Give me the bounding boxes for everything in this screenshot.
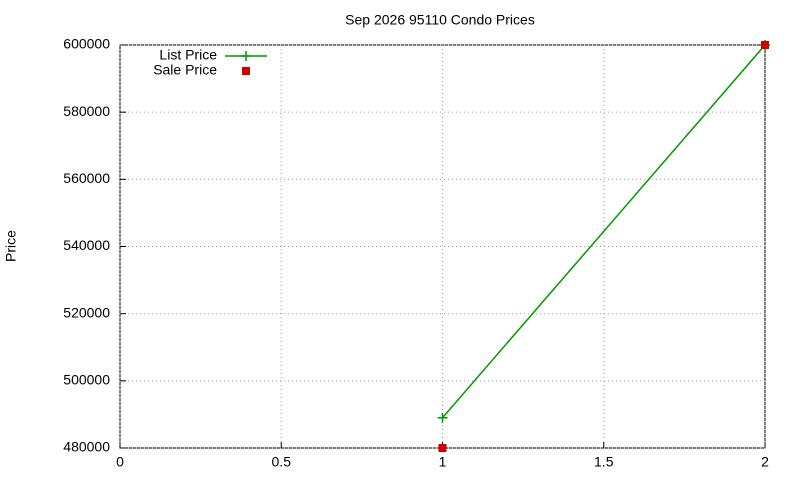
y-tick-label: 480000	[63, 439, 110, 455]
y-tick-label: 580000	[63, 103, 110, 119]
y-tick-label: 540000	[63, 237, 110, 253]
legend-label: List Price	[159, 47, 217, 63]
y-axis-label: Price	[3, 230, 19, 262]
chart-title: Sep 2026 95110 Condo Prices	[345, 12, 535, 28]
x-tick-label: 1.5	[594, 454, 614, 470]
x-tick-label: 0.5	[272, 454, 292, 470]
legend-swatch	[242, 67, 250, 75]
x-tick-label: 1	[439, 454, 447, 470]
y-tick-label: 500000	[63, 372, 110, 388]
point	[761, 41, 769, 49]
y-tick-label: 520000	[63, 304, 110, 320]
legend-marker	[241, 51, 251, 61]
y-tick-label: 560000	[63, 170, 110, 186]
point	[438, 444, 447, 452]
legend-label: Sale Price	[153, 62, 217, 78]
x-tick-label: 0	[116, 454, 124, 470]
y-tick-label: 600000	[63, 36, 110, 52]
x-tick-label: 2	[761, 454, 769, 470]
point	[437, 412, 448, 423]
series-line	[441, 44, 766, 419]
